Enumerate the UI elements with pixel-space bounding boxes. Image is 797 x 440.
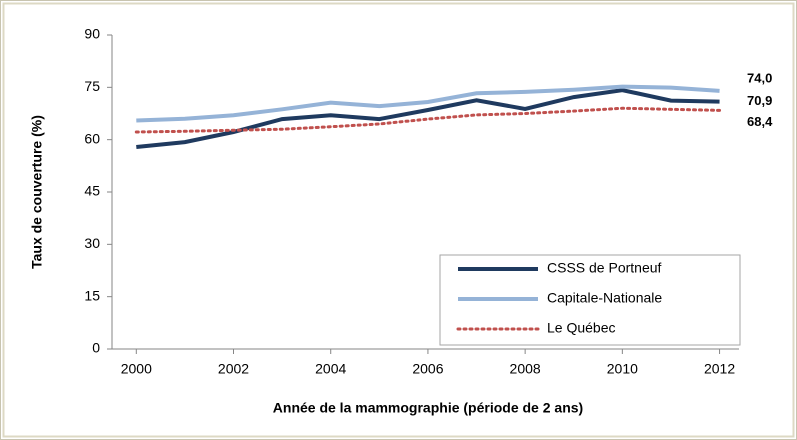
- y-tick-label: 0: [92, 340, 100, 356]
- x-tick-label: 2000: [121, 361, 152, 377]
- x-tick-label: 2002: [218, 361, 249, 377]
- y-tick-label: 30: [84, 235, 100, 251]
- value-label: 74,0: [747, 70, 772, 85]
- x-tick-label: 2012: [704, 361, 735, 377]
- legend-label: CSSS de Portneuf: [547, 260, 662, 276]
- series-line: [136, 84, 720, 123]
- x-axis-title: Année de la mammographie (période de 2 a…: [273, 400, 583, 416]
- y-tick-label: 90: [84, 26, 100, 42]
- x-tick-label: 2010: [607, 361, 638, 377]
- y-tick-label: 60: [84, 130, 100, 146]
- y-tick-label: 75: [84, 78, 100, 94]
- value-label: 70,9: [747, 93, 772, 108]
- x-tick-label: 2004: [315, 361, 346, 377]
- y-tick-label: 15: [84, 287, 100, 303]
- legend-label: Capitale-Nationale: [547, 290, 662, 306]
- series-line: [136, 88, 720, 149]
- value-label: 68,4: [747, 114, 773, 129]
- legend-label: Le Québec: [547, 320, 616, 336]
- series-line: [134, 106, 722, 134]
- y-axis-title: Taux de couverture (%): [29, 115, 45, 269]
- y-tick-label: 45: [84, 183, 100, 199]
- x-tick-label: 2008: [510, 361, 541, 377]
- x-tick-label: 2006: [412, 361, 443, 377]
